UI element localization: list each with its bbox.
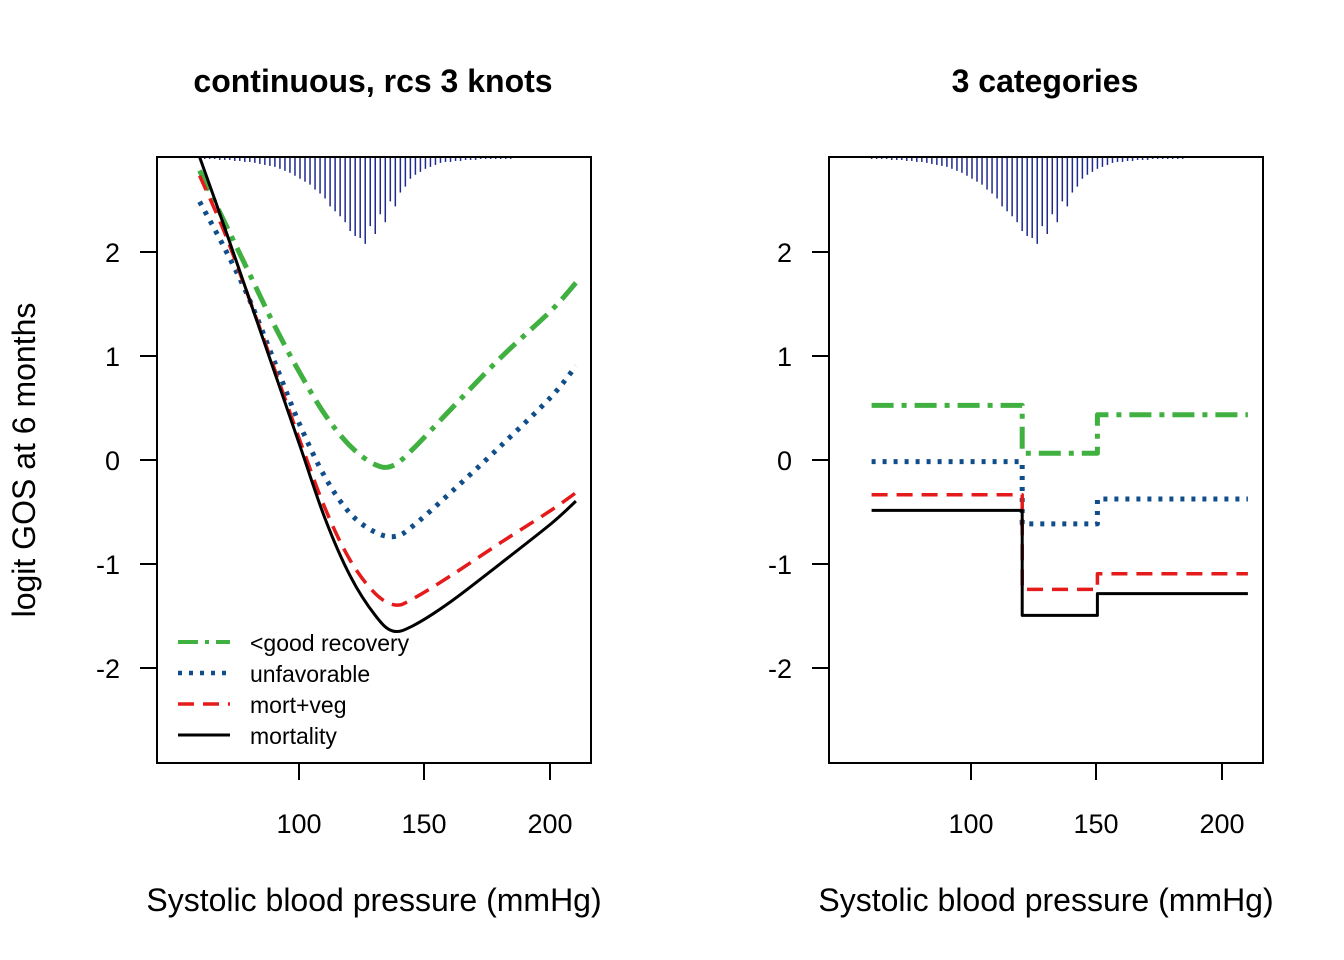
y-tick-label: 1 <box>105 342 120 372</box>
x-tick-label: 150 <box>401 809 446 839</box>
x-axis-left: 100 150 200 <box>276 763 573 839</box>
legend-label: mort+veg <box>250 692 347 718</box>
x-axis-label-left: Systolic blood pressure (mmHg) <box>146 882 601 918</box>
series-line-mort-veg <box>197 174 577 607</box>
y-tick-label: 0 <box>105 446 120 476</box>
y-tick-label: -1 <box>96 550 120 580</box>
x-tick-label: 200 <box>527 809 572 839</box>
series-left <box>197 156 578 634</box>
x-axis-right: 100 150 200 <box>948 763 1245 839</box>
legend-label: mortality <box>250 723 337 749</box>
panel-left: continuous, rcs 3 knots 2 1 0 -1 -2 100 … <box>6 63 602 918</box>
y-tick-label: -1 <box>768 550 792 580</box>
rug-right <box>870 157 1249 244</box>
series-line-unfavorable <box>197 200 578 540</box>
series-line-mortality <box>198 156 577 634</box>
series-line-unfavorable <box>871 459 1248 527</box>
x-axis-label-right: Systolic blood pressure (mmHg) <box>818 882 1273 918</box>
series-line-good-recovery <box>871 402 1248 456</box>
x-tick-label: 150 <box>1073 809 1118 839</box>
series-line-mortality <box>871 508 1248 617</box>
y-tick-label: -2 <box>768 654 792 684</box>
series-right <box>871 402 1248 617</box>
y-axis-right: 2 1 0 -1 -2 <box>768 238 829 684</box>
legend-label: <good recovery <box>250 630 410 656</box>
legend: <good recovery unfavorable mort+veg mort… <box>178 630 410 749</box>
x-tick-label: 100 <box>276 809 321 839</box>
x-tick-label: 100 <box>948 809 993 839</box>
y-tick-label: -2 <box>96 654 120 684</box>
panel-right-title: 3 categories <box>952 63 1139 99</box>
panel-right: 3 categories 2 1 0 -1 -2 100 150 200 Sys… <box>768 63 1274 918</box>
panel-left-title: continuous, rcs 3 knots <box>193 63 552 99</box>
y-axis-left: 2 1 0 -1 -2 <box>96 238 157 684</box>
y-tick-label: 1 <box>777 342 792 372</box>
y-tick-label: 2 <box>105 238 120 268</box>
y-tick-label: 2 <box>777 238 792 268</box>
legend-label: unfavorable <box>250 661 370 687</box>
y-tick-label: 0 <box>777 446 792 476</box>
series-line-good-recovery <box>197 169 578 470</box>
x-tick-label: 200 <box>1199 809 1244 839</box>
rug-left <box>198 157 577 244</box>
series-line-mort-veg <box>871 493 1248 592</box>
y-axis-label: logit GOS at 6 months <box>6 303 42 618</box>
